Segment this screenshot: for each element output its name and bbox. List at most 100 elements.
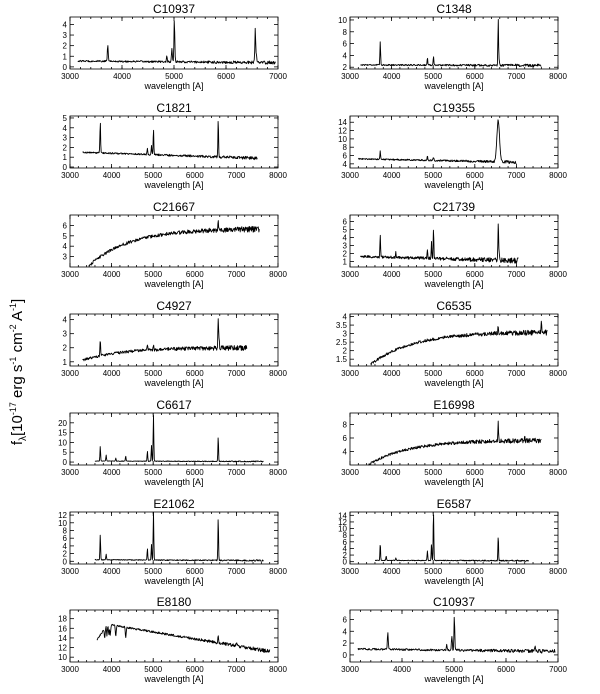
y-tick-label: 3.5: [336, 321, 348, 330]
spectrum-line: [77, 20, 276, 65]
x-tick-label: 3000: [61, 468, 79, 477]
y-tick-label: 2: [63, 143, 68, 152]
x-tick-label: 3000: [61, 567, 79, 576]
x-tick-label: 7000: [508, 72, 526, 81]
x-tick-label: 4000: [383, 468, 401, 477]
x-tick-label: 3000: [341, 72, 359, 81]
ylabel-exp2: -1: [8, 357, 18, 365]
y-tick-label: 10: [58, 519, 67, 528]
x-axis-label: wavelength [A]: [143, 279, 203, 289]
x-tick-label: 4000: [383, 171, 401, 180]
x-tick-label: 5000: [144, 270, 162, 279]
panel-title: C19355: [433, 101, 475, 115]
spectrum-line: [82, 121, 258, 161]
x-tick-label: 6000: [186, 369, 204, 378]
plot-frame: [349, 412, 559, 466]
spectrum-line: [360, 19, 542, 68]
y-tick-label: 10: [58, 653, 67, 662]
ylabel-sub: λ: [18, 436, 29, 441]
y-tick-label: 8: [343, 531, 348, 540]
x-tick-label: 6000: [497, 665, 515, 674]
plot-frame: [349, 16, 559, 70]
panel-title: C4927: [156, 299, 192, 313]
spectrum-line: [368, 420, 542, 466]
spectrum-panel: E16998 3000 4000 5000 6000 7000 8000 4 6 8 wavelen…: [341, 398, 567, 487]
spectrum-panel: E6587 3000 4000 5000 6000 7000 8000 02468101214…: [338, 497, 567, 586]
y-tick-label: 4: [63, 124, 68, 133]
x-tick-label: 5000: [144, 369, 162, 378]
y-tick-label: 4: [63, 542, 68, 551]
y-tick-label: 2: [343, 249, 348, 258]
spectrum-line: [357, 119, 517, 165]
x-tick-label: 7000: [228, 665, 246, 674]
y-tick-label: 0: [343, 558, 348, 567]
x-tick-label: 6000: [186, 171, 204, 180]
x-tick-label: 7000: [228, 171, 246, 180]
plot-frame: [69, 115, 279, 169]
panel-title: C1821: [156, 101, 192, 115]
x-tick-label: 7000: [549, 665, 567, 674]
y-tick-label: 5: [343, 225, 348, 234]
x-axis-label: wavelength [A]: [423, 279, 483, 289]
x-tick-label: 6000: [186, 665, 204, 674]
x-tick-label: 6000: [186, 270, 204, 279]
x-tick-label: 7000: [508, 567, 526, 576]
x-tick-label: 4000: [103, 369, 121, 378]
spectrum-panel: C21667 3000 4000 5000 6000 7000 8000 3 45 6 wavele…: [61, 200, 287, 289]
x-tick-label: 5000: [424, 369, 442, 378]
spectrum-panel: C4927 3000 4000 5000 6000 7000 8000 1 2 3 4 wavelen…: [61, 299, 287, 388]
spectrum-panel: C10937 3000 4000 5000 6000 7000 0 2 4 6 wavelength…: [341, 595, 567, 684]
plot-frame: [69, 412, 279, 466]
x-tick-label: 8000: [549, 270, 567, 279]
y-tick-label: 4: [343, 51, 348, 60]
x-tick-label: 6000: [466, 468, 484, 477]
x-tick-label: 8000: [269, 665, 287, 674]
plot-frame: [69, 609, 279, 663]
y-tick-label: 12: [338, 127, 347, 136]
y-tick-label: 0: [343, 651, 348, 660]
x-tick-label: 8000: [269, 567, 287, 576]
x-tick-label: 6000: [186, 567, 204, 576]
x-tick-label: 5000: [165, 72, 183, 81]
y-tick-label: 14: [338, 118, 347, 127]
x-axis-label: wavelength [A]: [423, 477, 483, 487]
spectrum-panel: C6535 3000 4000 5000 6000 7000 8000 1.522.533.5…: [336, 299, 568, 388]
x-tick-label: 3000: [341, 665, 359, 674]
ylabel-close: ]: [9, 299, 26, 303]
y-tick-label: 8: [343, 143, 348, 152]
y-tick-label: 4: [343, 233, 348, 242]
x-tick-label: 7000: [228, 468, 246, 477]
ylabel-exp4: -1: [8, 303, 18, 311]
x-tick-label: 7000: [228, 270, 246, 279]
y-tick-label: 14: [58, 634, 67, 643]
x-tick-label: 5000: [424, 468, 442, 477]
y-tick-label: 4: [343, 313, 348, 322]
y-tick-label: 3: [63, 253, 68, 262]
y-tick-label: 3: [343, 330, 348, 339]
x-tick-label: 4000: [113, 72, 131, 81]
y-tick-label: 4: [343, 627, 348, 636]
y-tick-label: 6: [343, 434, 348, 443]
x-axis-label: wavelength [A]: [423, 576, 483, 586]
y-tick-label: 6: [343, 217, 348, 226]
y-tick-label: 2: [343, 347, 348, 356]
shared-y-axis-label: fλ[10-17 erg s-1 cm-2 A-1]: [8, 299, 29, 445]
plot-frame: [349, 115, 559, 169]
panel-title: C21667: [153, 200, 195, 214]
y-tick-label: 12: [58, 511, 67, 520]
x-tick-label: 6000: [466, 72, 484, 81]
y-tick-label: 6: [343, 538, 348, 547]
y-tick-label: 12: [58, 644, 67, 653]
panel-title: E16998: [433, 398, 475, 412]
y-tick-label: 6: [343, 615, 348, 624]
x-tick-label: 6000: [186, 468, 204, 477]
spectrum-panel: C10937 3000 4000 5000 6000 7000 0 12 3 4 wavelengt…: [61, 2, 287, 91]
y-tick-label: 4: [63, 242, 68, 251]
x-tick-label: 3000: [61, 369, 79, 378]
x-axis-label: wavelength [A]: [423, 378, 483, 388]
y-tick-label: 8: [343, 420, 348, 429]
spectrum-line: [374, 514, 530, 562]
spectrum-line: [94, 415, 264, 463]
y-tick-label: 20: [58, 419, 67, 428]
